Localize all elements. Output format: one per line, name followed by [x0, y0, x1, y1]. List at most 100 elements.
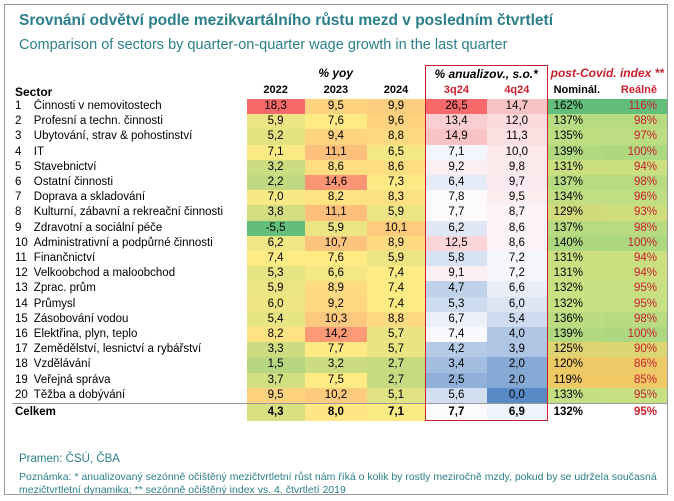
cell-q3: 7,1: [424, 144, 488, 160]
cell-y2024: 7,3: [367, 175, 426, 191]
cell-nom: 131%: [547, 159, 606, 176]
cell-q4: 9,5: [487, 190, 548, 206]
sector-name: Ostatní činnosti: [33, 176, 114, 189]
cell-y2022: 3,3: [246, 342, 305, 358]
cell-q3: 14,9: [424, 129, 488, 145]
cell-y2022: 5,9: [246, 281, 305, 297]
row-number: 10: [15, 236, 28, 249]
cell-y2023: 10,2: [304, 387, 368, 404]
cell-y2022: 7,1: [246, 144, 305, 160]
sector-name: Zásobování vodou: [33, 312, 129, 325]
cell-real: 116%: [605, 99, 667, 115]
sector-name: Vzdělávání: [33, 358, 91, 371]
cell-y2022: 2,2: [246, 175, 305, 191]
cell-q4: 0,0: [487, 387, 548, 404]
cell-y2024: 2,7: [367, 372, 426, 388]
wage-table: Sector % yoy % anualizov., s.o.* post-Co…: [12, 65, 667, 422]
cell-y2023: 7,6: [304, 114, 368, 130]
sector-name: Kulturní, zábavní a rekreační činnosti: [33, 206, 224, 219]
cell-y2023: 9,2: [304, 296, 368, 312]
cell-nom: 162%: [547, 99, 606, 115]
cell-y2022: 9,5: [246, 387, 305, 404]
cell-y2022: 4,3: [246, 403, 305, 421]
cell-y2022: 3,7: [246, 372, 305, 388]
cell-y2022: 7,0: [246, 190, 305, 206]
cell-y2024: 8,9: [367, 235, 426, 252]
cell-real: 85%: [605, 372, 667, 388]
row-number: 12: [15, 267, 28, 280]
sector-header: Sector: [15, 85, 53, 99]
sector-name: Zprac. prům: [33, 282, 96, 295]
cell-y2022: 18,3: [246, 99, 305, 115]
sector-name: Ubytování, strav & pohostinství: [33, 130, 193, 143]
row-number: 19: [15, 373, 28, 386]
cell-y2023: 5,9: [304, 220, 368, 236]
cell-nom: 137%: [547, 114, 606, 130]
cell-q3: 12,5: [424, 235, 488, 252]
cell-y2024: 7,4: [367, 296, 426, 312]
cell-nom: 139%: [547, 327, 606, 343]
cell-y2022: 5,9: [246, 114, 305, 130]
cell-y2023: 8,0: [304, 403, 368, 421]
cell-y2024: 9,9: [367, 99, 426, 115]
cell-y2022: -5,5: [246, 220, 305, 236]
cell-real: 93%: [605, 205, 667, 221]
row-number: 7: [15, 191, 22, 204]
cell-y2023: 8,9: [304, 281, 368, 297]
table-row: 20 Těžba a dobývání 9,5 10,2 5,1 5,6 0,0 133% 95…: [12, 387, 667, 404]
cell-y2023: 8,6: [304, 159, 368, 176]
cell-q3: 13,4: [424, 114, 488, 130]
sector-name: Veřejná správa: [33, 373, 111, 386]
cell-q4: 6,6: [487, 281, 548, 297]
cell-real: 97%: [605, 129, 667, 145]
cell-y2023: 7,5: [304, 372, 368, 388]
cell-q4: 3,9: [487, 342, 548, 358]
cell-q4: 7,2: [487, 251, 548, 267]
sector-name: Těžba a dobývání: [33, 388, 126, 401]
col-2024-header: 2024: [383, 84, 409, 96]
cell-real: 98%: [605, 114, 667, 130]
sector-name: Zdravotní a sociální péče: [33, 221, 163, 234]
cell-y2024: 8,3: [367, 190, 426, 206]
cell-real: 98%: [605, 220, 667, 236]
cell-real: 95%: [605, 403, 667, 421]
cell-q4: 9,8: [487, 159, 548, 176]
cell-y2023: 3,2: [304, 357, 368, 373]
cell-nom: 137%: [547, 175, 606, 191]
cell-q3: 6,7: [424, 311, 488, 328]
table-row: 5 Stavebnictví 3,2 8,6 8,6 9,2 9,8 131% 94%: [12, 159, 667, 176]
cell-q3: 5,8: [424, 251, 488, 267]
sector-name: IT: [33, 145, 45, 158]
row-number: 14: [15, 297, 28, 310]
cell-y2023: 8,2: [304, 190, 368, 206]
cell-y2024: 8,8: [367, 311, 426, 328]
cell-nom: 129%: [547, 205, 606, 221]
cell-q3: 3,4: [424, 357, 488, 373]
cell-nom: 133%: [547, 387, 606, 404]
sector-name: Zemědělství, lesnictví a rybářství: [33, 343, 202, 356]
table-row: 7 Doprava a skladování 7,0 8,2 8,3 7,8 9,5 134%…: [12, 190, 667, 206]
cell-y2023: 9,5: [304, 99, 368, 115]
cell-real: 100%: [605, 235, 667, 252]
cell-q4: 8,7: [487, 205, 548, 221]
cell-y2024: 5,7: [367, 327, 426, 343]
row-number: 5: [15, 160, 22, 173]
cell-y2024: 5,1: [367, 387, 426, 404]
cell-y2024: 5,7: [367, 342, 426, 358]
row-number: 11: [15, 252, 27, 265]
sector-name: Elektřina, plyn, teplo: [33, 328, 138, 341]
table-row: 11 Finančnictví 7,4 7,6 5,9 5,8 7,2 131% 94%: [12, 251, 667, 267]
row-number: 17: [15, 343, 28, 356]
cell-y2023: 11,1: [304, 205, 368, 221]
cell-q3: 9,2: [424, 159, 488, 176]
cell-nom: 119%: [547, 372, 606, 388]
cell-nom: 125%: [547, 342, 606, 358]
cell-real: 95%: [605, 387, 667, 404]
table-row: 14 Průmysl 6,0 9,2 7,4 5,3 6,0 132% 95%: [12, 296, 667, 312]
cell-y2022: 1,5: [246, 357, 305, 373]
cell-q3: 26,5: [424, 99, 488, 115]
cell-q3: 4,7: [424, 281, 488, 297]
table-row: 6 Ostatní činnosti 2,2 14,6 7,3 6,4 9,7 137% 98%: [12, 175, 667, 191]
row-number: 2: [15, 115, 22, 128]
cell-y2024: 8,6: [367, 159, 426, 176]
